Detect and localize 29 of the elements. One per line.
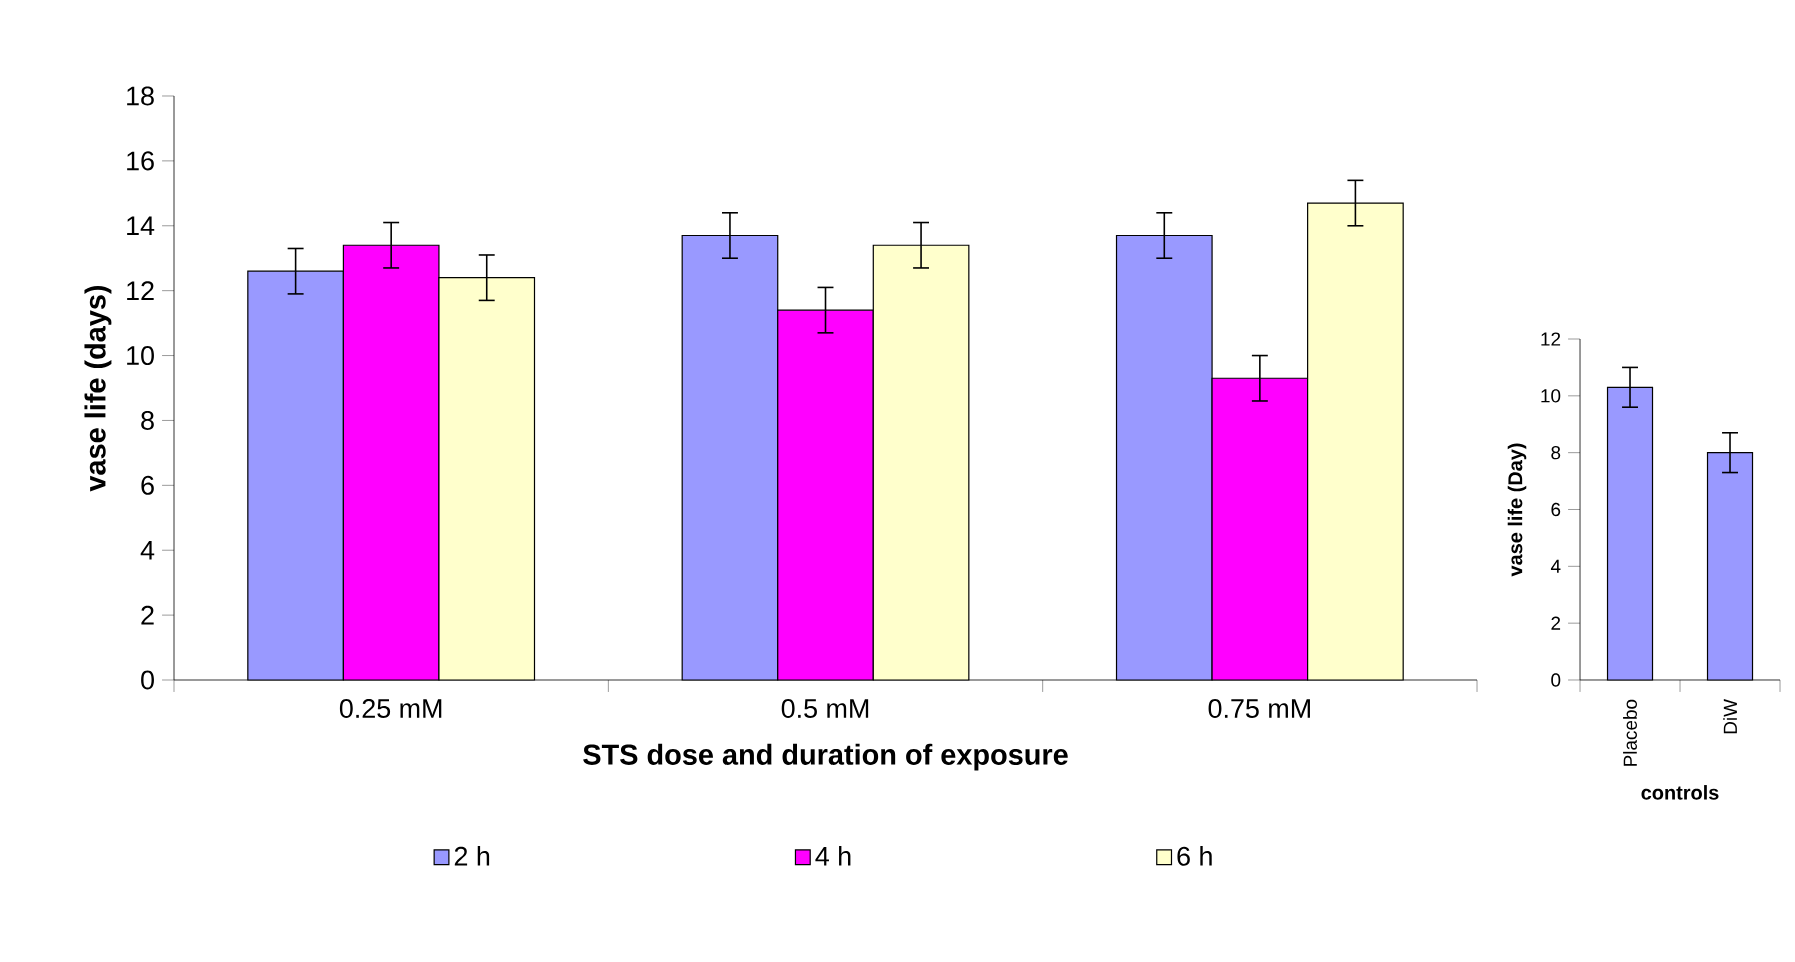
y-tick-label: 2 (1551, 616, 1561, 630)
x-axis-title: STS dose and duration of exposure (583, 743, 1068, 771)
y-tick-label: 2 (141, 605, 154, 625)
y-tick-label: 0 (1551, 673, 1561, 687)
y-tick-label: 8 (141, 410, 154, 430)
y-tick-label: 16 (127, 151, 154, 171)
x-tick-label: Placebo (1623, 699, 1637, 766)
x-tick-label: 0.75 mM (1208, 699, 1310, 719)
y-tick-label: 8 (1551, 445, 1561, 460)
legend-label: 4 h (815, 846, 851, 866)
y-tick-label: 6 (141, 475, 154, 495)
y-tick-label: 0 (141, 670, 154, 690)
y-tick-label: 18 (127, 86, 154, 106)
y-tick-label: 4 (1550, 559, 1561, 573)
y-tick-label: 12 (1541, 332, 1561, 346)
legend-label: 2 h (454, 846, 490, 866)
y-tick-label: 12 (127, 281, 154, 301)
y-tick-label: 10 (1541, 389, 1561, 403)
y-tick-label: 6 (1551, 502, 1561, 517)
y-tick-label: 14 (127, 216, 155, 236)
x-tick-label: DiW (1723, 699, 1737, 734)
legend-label: 6 h (1177, 846, 1212, 866)
x-tick-label: 0.5 mM (781, 699, 869, 719)
y-axis-title: vase life (days) (84, 285, 112, 492)
x-axis-title: controls (1641, 785, 1719, 800)
x-tick-label: 0.25 mM (339, 699, 442, 719)
y-tick-label: 10 (127, 346, 154, 366)
y-tick-label: 4 (140, 540, 155, 560)
y-axis-title: vase life (Day) (1507, 443, 1527, 577)
